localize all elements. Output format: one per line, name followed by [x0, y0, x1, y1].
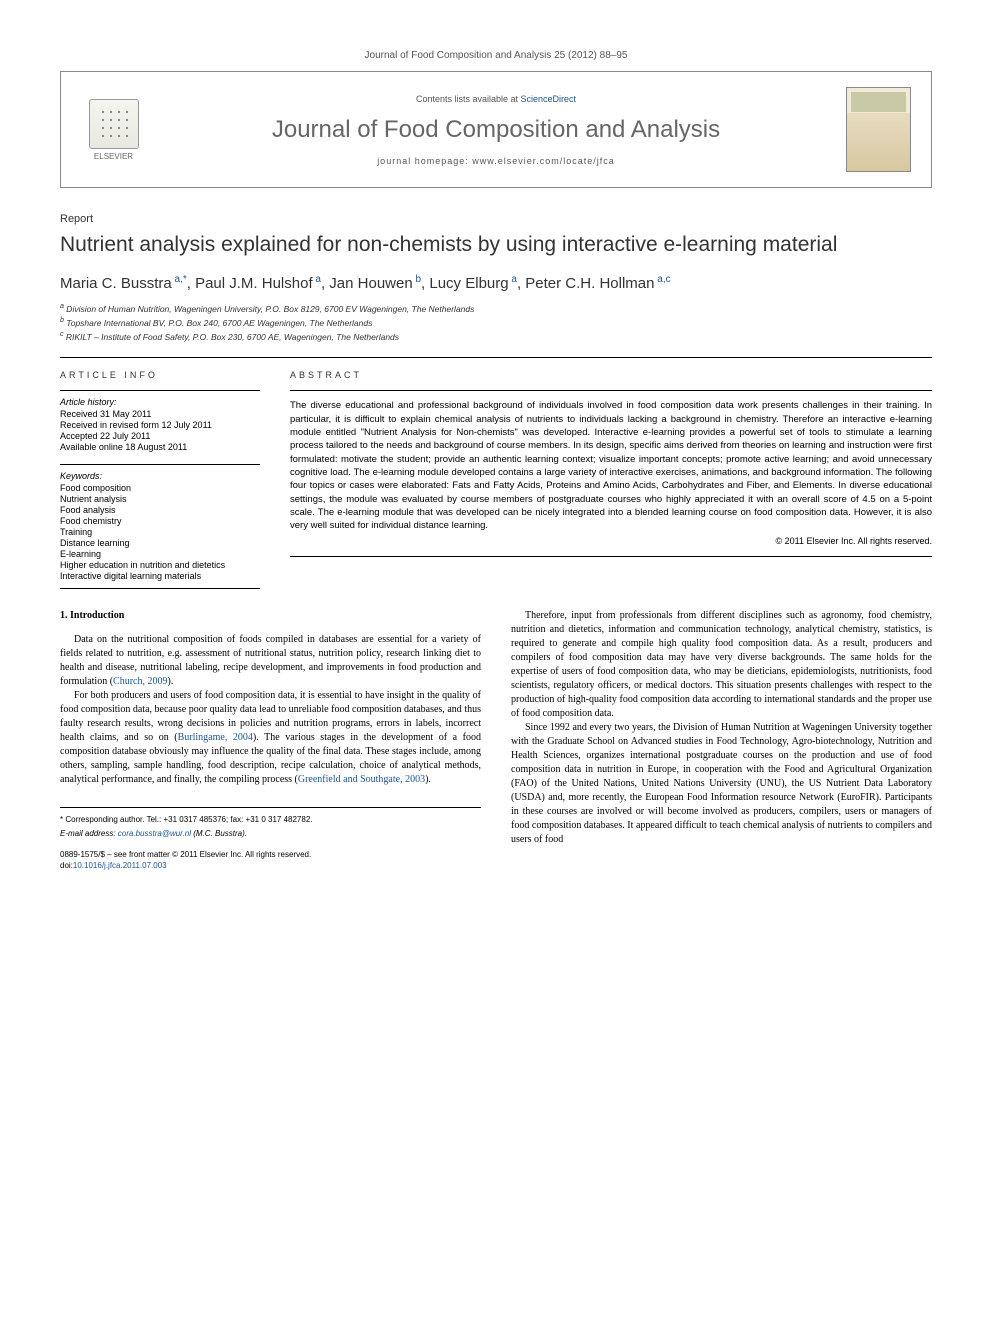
footer-block: * Corresponding author. Tel.: +31 0317 4…: [60, 807, 481, 871]
author-affiliation-marker: b: [413, 274, 421, 285]
author-name: Paul J.M. Hulshof: [195, 275, 313, 292]
homepage-url: www.elsevier.com/locate/jfca: [472, 156, 615, 166]
author-affiliation-marker: a,c: [655, 274, 671, 285]
author-name: Peter C.H. Hollman: [525, 275, 654, 292]
body-columns: 1. Introduction Data on the nutritional …: [60, 609, 932, 871]
history-label: Article history:: [60, 397, 260, 407]
article-title: Nutrient analysis explained for non-chem…: [60, 231, 932, 258]
journal-cover-thumbnail: [846, 87, 911, 172]
contents-available-line: Contents lists available at ScienceDirec…: [166, 94, 826, 104]
body-paragraph: Therefore, input from professionals from…: [511, 609, 932, 721]
elsevier-label: ELSEVIER: [94, 152, 133, 161]
elsevier-tree-icon: [89, 99, 139, 149]
author-affiliation-marker: a: [509, 274, 517, 285]
email-author: (M.C. Busstra).: [191, 829, 247, 838]
affiliation-line: b Topshare International BV, P.O. Box 24…: [60, 316, 932, 330]
author-affiliation-marker: a,*: [172, 274, 187, 285]
history-item: Received 31 May 2011: [60, 409, 260, 419]
abstract-column: ABSTRACT The diverse educational and pro…: [290, 370, 932, 589]
keyword: Interactive digital learning materials: [60, 571, 260, 581]
abstract-heading: ABSTRACT: [290, 370, 932, 380]
keyword: Food analysis: [60, 505, 260, 515]
citation-link[interactable]: Greenfield and Southgate, 2003: [298, 774, 425, 785]
article-info-heading: ARTICLE INFO: [60, 370, 260, 380]
front-matter: 0889-1575/$ – see front matter © 2011 El…: [60, 849, 481, 860]
header-box: ELSEVIER Contents lists available at Sci…: [60, 71, 932, 188]
doi-block: 0889-1575/$ – see front matter © 2011 El…: [60, 849, 481, 871]
contents-prefix: Contents lists available at: [416, 94, 521, 104]
author-name: Lucy Elburg: [429, 275, 508, 292]
body-paragraph: Data on the nutritional composition of f…: [60, 633, 481, 689]
keyword: Training: [60, 527, 260, 537]
authors-line: Maria C. Busstra a,*, Paul J.M. Hulshof …: [60, 274, 932, 292]
doi-label: doi:: [60, 861, 73, 870]
keyword: Distance learning: [60, 538, 260, 548]
email-label: E-mail address:: [60, 829, 118, 838]
affiliation-line: a Division of Human Nutrition, Wageninge…: [60, 302, 932, 316]
keywords-block: Keywords: Food compositionNutrient analy…: [60, 464, 260, 589]
homepage-prefix: journal homepage:: [377, 156, 472, 166]
journal-reference: Journal of Food Composition and Analysis…: [60, 50, 932, 61]
history-item: Accepted 22 July 2011: [60, 431, 260, 441]
history-item: Available online 18 August 2011: [60, 442, 260, 452]
citation-link[interactable]: Burlingame, 2004: [178, 732, 253, 743]
keywords-label: Keywords:: [60, 471, 260, 481]
homepage-line: journal homepage: www.elsevier.com/locat…: [166, 156, 826, 166]
history-block: Article history: Received 31 May 2011Rec…: [60, 390, 260, 452]
history-item: Received in revised form 12 July 2011: [60, 420, 260, 430]
journal-title: Journal of Food Composition and Analysis: [166, 116, 826, 144]
author-name: Jan Houwen: [329, 275, 412, 292]
body-paragraph: Since 1992 and every two years, the Divi…: [511, 721, 932, 847]
elsevier-logo: ELSEVIER: [81, 92, 146, 167]
body-column-right: Therefore, input from professionals from…: [511, 609, 932, 871]
citation-link[interactable]: Church, 2009: [113, 676, 167, 687]
keyword: Food composition: [60, 483, 260, 493]
email-line: E-mail address: cora.busstra@wur.nl (M.C…: [60, 828, 481, 839]
corresponding-author: * Corresponding author. Tel.: +31 0317 4…: [60, 814, 481, 825]
abstract-text: The diverse educational and professional…: [290, 390, 932, 532]
affiliation-line: c RIKILT – Institute of Food Safety, P.O…: [60, 330, 932, 344]
article-info-left: ARTICLE INFO Article history: Received 3…: [60, 370, 260, 589]
email-link[interactable]: cora.busstra@wur.nl: [118, 829, 191, 838]
author-name: Maria C. Busstra: [60, 275, 172, 292]
author-affiliation-marker: a: [313, 274, 321, 285]
keyword: Nutrient analysis: [60, 494, 260, 504]
affiliations: a Division of Human Nutrition, Wageninge…: [60, 302, 932, 343]
doi-link[interactable]: 10.1016/j.jfca.2011.07.003: [73, 861, 167, 870]
keyword: Higher education in nutrition and dietet…: [60, 560, 260, 570]
keyword: E-learning: [60, 549, 260, 559]
article-info-row: ARTICLE INFO Article history: Received 3…: [60, 357, 932, 589]
body-column-left: 1. Introduction Data on the nutritional …: [60, 609, 481, 871]
body-paragraph: For both producers and users of food com…: [60, 689, 481, 787]
article-type: Report: [60, 213, 932, 225]
abstract-copyright: © 2011 Elsevier Inc. All rights reserved…: [290, 536, 932, 557]
section-heading-intro: 1. Introduction: [60, 609, 481, 623]
keyword: Food chemistry: [60, 516, 260, 526]
sciencedirect-link[interactable]: ScienceDirect: [521, 94, 577, 104]
header-center: Contents lists available at ScienceDirec…: [166, 94, 826, 166]
page-container: Journal of Food Composition and Analysis…: [0, 0, 992, 921]
